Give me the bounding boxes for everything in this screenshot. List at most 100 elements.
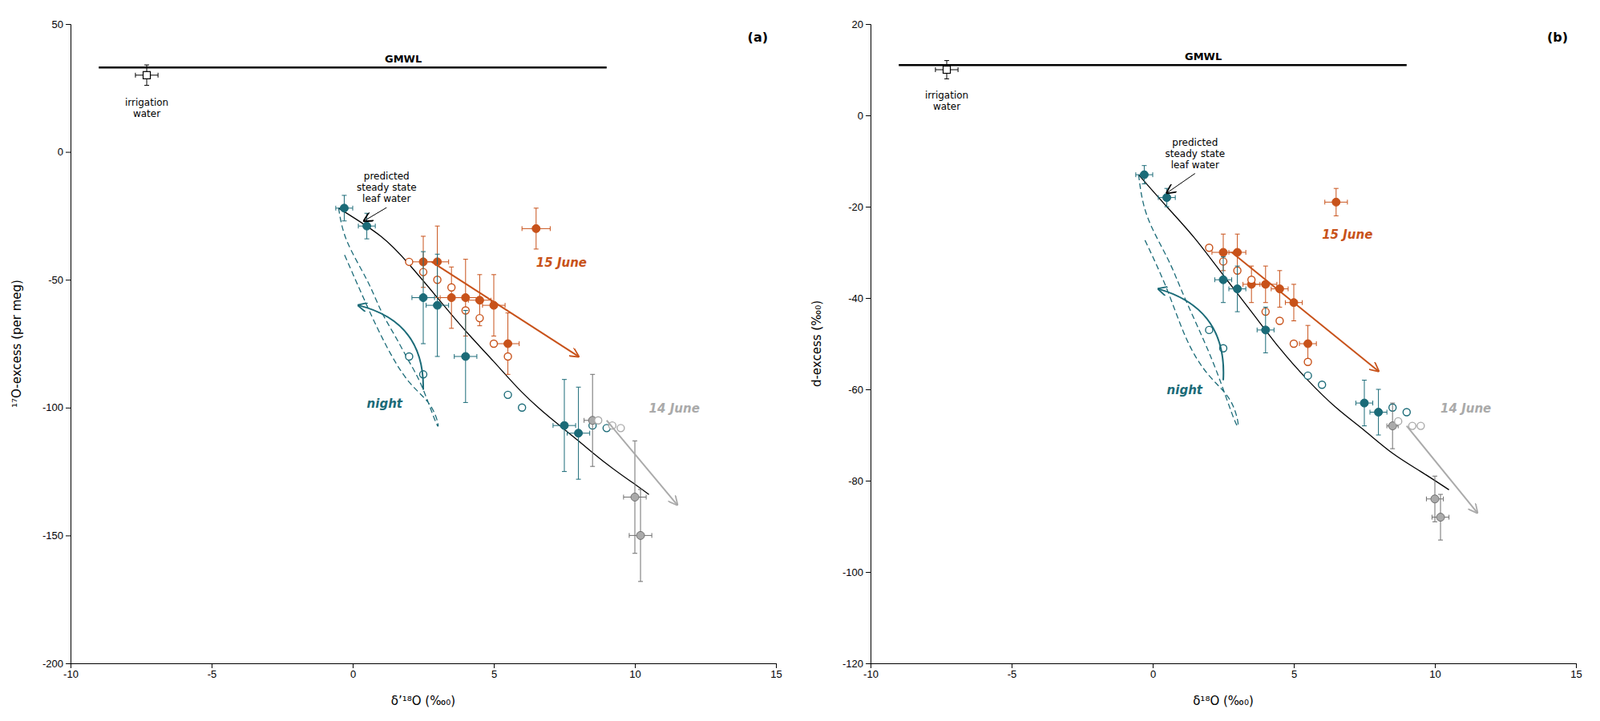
error-cap — [1276, 307, 1282, 308]
error-cap — [632, 440, 638, 442]
error-cap — [1214, 277, 1216, 283]
line — [338, 208, 649, 496]
error-cap — [1220, 302, 1226, 304]
error-cap — [435, 226, 441, 227]
error-cap — [144, 64, 150, 66]
text-line: night — [367, 396, 404, 412]
point — [943, 66, 951, 74]
point — [594, 416, 603, 425]
point — [1139, 170, 1148, 179]
x-tick: 10 — [629, 663, 641, 681]
error-cap — [576, 387, 582, 388]
y-tick: -200 — [42, 658, 71, 671]
text-line: predicted — [363, 170, 410, 182]
x-tick-mark — [634, 663, 636, 669]
x-tick: 15 — [770, 663, 782, 681]
x-tick: 0 — [1150, 663, 1156, 681]
error-cap — [1291, 320, 1297, 322]
annotation: night — [367, 396, 404, 412]
error-cap — [589, 374, 595, 376]
point — [1402, 408, 1411, 417]
error-cap — [1432, 476, 1438, 477]
y-axis-title: d-excess (‰₀) — [809, 300, 825, 388]
error-cap — [1432, 521, 1438, 523]
error-cap — [440, 295, 441, 301]
error-cap — [364, 238, 370, 240]
error-cap — [1438, 494, 1443, 496]
y-tick: -20 — [848, 201, 871, 214]
error-cap — [476, 274, 482, 275]
error-cap — [533, 207, 539, 209]
error-cap — [1152, 172, 1154, 178]
point — [504, 391, 512, 399]
error-cap — [364, 213, 370, 215]
y-tick: -150 — [42, 529, 71, 542]
error-cap — [358, 223, 360, 229]
point — [1219, 248, 1228, 257]
y-axis: -120-100-80-60-40-20020 — [842, 18, 872, 671]
error-cap — [552, 423, 554, 429]
x-tick-mark — [493, 663, 495, 669]
error-cap — [589, 466, 595, 468]
x-tick-mark — [211, 663, 213, 669]
error-cap — [1346, 199, 1348, 205]
error-cap — [1256, 327, 1258, 333]
y-tick-label: -40 — [848, 292, 864, 305]
y-axis-title: ¹⁷O-excess (per meg) — [9, 279, 25, 409]
annotation: 14 June — [1440, 401, 1491, 417]
point — [1163, 193, 1172, 203]
x-tick-label: -5 — [207, 668, 218, 681]
error-cap — [566, 431, 568, 437]
x-tick-mark — [775, 663, 777, 669]
error-cap — [561, 471, 567, 473]
error-cap — [1287, 286, 1289, 292]
labels: GMWLirrigationwaterpredictedsteady state… — [125, 29, 768, 417]
error-cap — [448, 266, 454, 268]
error-cap — [1426, 496, 1427, 502]
point — [143, 71, 151, 79]
title: (a) — [747, 29, 768, 45]
y-tick-label: 0 — [857, 109, 864, 122]
error-cap — [435, 254, 441, 255]
x-tick-label: 0 — [1150, 668, 1156, 681]
panel: -10-5051015-200-150-100-50050δ’¹⁸O (‰₀)¹… — [9, 18, 783, 709]
point — [1261, 326, 1270, 335]
y-tick: -50 — [48, 274, 71, 287]
x-tick-mark — [1293, 663, 1295, 669]
error-cap — [448, 303, 449, 308]
error-cap — [1175, 195, 1176, 201]
y-axis: -200-150-100-50050 — [42, 18, 72, 671]
y-tick-mark — [865, 572, 871, 574]
point — [532, 224, 541, 233]
error-cap — [463, 310, 469, 312]
x-axis-title: δ¹⁸O (‰₀) — [1192, 694, 1254, 709]
text-line: 14 June — [1440, 401, 1491, 417]
error-cap — [463, 402, 469, 404]
error-cap — [589, 431, 590, 437]
x-tick: 5 — [1291, 663, 1297, 681]
text-line: 14 June — [649, 401, 700, 417]
error-cap — [1389, 403, 1395, 405]
line — [1138, 174, 1238, 427]
error-cap — [1248, 302, 1254, 304]
series-label: GMWL — [384, 52, 422, 65]
series-label: irrigationwater — [125, 96, 169, 119]
error-cap — [1369, 410, 1371, 416]
point — [476, 315, 484, 323]
point — [405, 352, 413, 360]
point — [630, 493, 639, 502]
annotation: 15 June — [536, 255, 587, 271]
error-cap — [1276, 270, 1282, 271]
point — [490, 340, 498, 348]
text-line: irrigation — [925, 89, 969, 102]
error-cap — [651, 533, 653, 538]
text-line: steady state — [1164, 147, 1225, 159]
error-cap — [1220, 234, 1226, 235]
y-tick-mark — [65, 535, 71, 537]
text-line: irrigation — [125, 96, 169, 108]
annotation: 14 June — [649, 401, 700, 417]
error-cap — [1164, 188, 1170, 190]
x-tick-label: 15 — [1570, 668, 1582, 681]
y-tick-label: -20 — [848, 201, 864, 214]
error-cap — [434, 295, 436, 301]
